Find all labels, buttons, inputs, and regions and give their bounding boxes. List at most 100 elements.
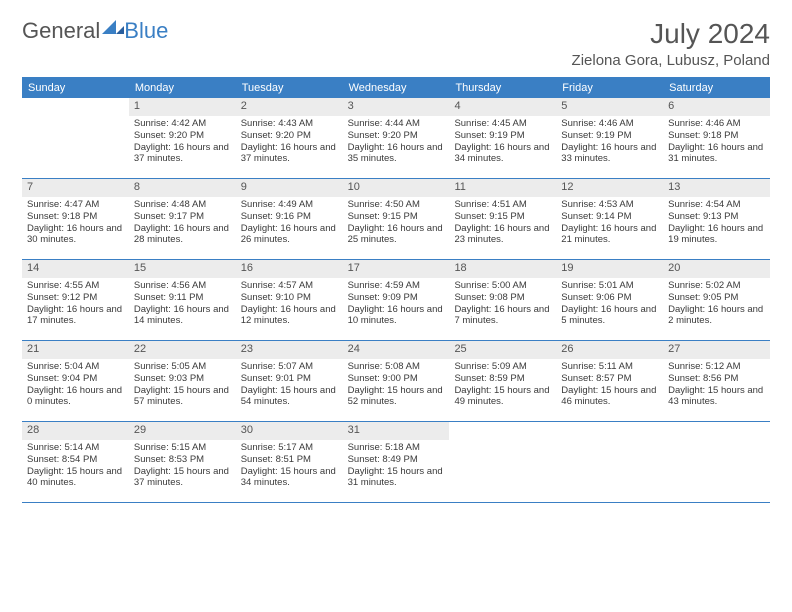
day-number: 19 [556, 260, 663, 278]
sunset-line: Sunset: 9:20 PM [241, 130, 338, 142]
sunset-line: Sunset: 8:53 PM [134, 454, 231, 466]
day-number: 16 [236, 260, 343, 278]
location-subtitle: Zielona Gora, Lubusz, Poland [572, 52, 770, 69]
month-title: July 2024 [572, 18, 770, 50]
day-of-week-header: Monday [129, 78, 236, 98]
sunset-line: Sunset: 9:06 PM [561, 292, 658, 304]
day-cell: 2Sunrise: 4:43 AMSunset: 9:20 PMDaylight… [236, 98, 343, 178]
day-body: Sunrise: 5:17 AMSunset: 8:51 PMDaylight:… [236, 440, 343, 494]
day-number: 12 [556, 179, 663, 197]
sunset-line: Sunset: 8:49 PM [348, 454, 445, 466]
day-cell [663, 422, 770, 502]
day-cell: 12Sunrise: 4:53 AMSunset: 9:14 PMDayligh… [556, 179, 663, 259]
day-number: 15 [129, 260, 236, 278]
sunset-line: Sunset: 9:01 PM [241, 373, 338, 385]
day-body: Sunrise: 5:02 AMSunset: 9:05 PMDaylight:… [663, 278, 770, 332]
day-number: 4 [449, 98, 556, 116]
day-number: 18 [449, 260, 556, 278]
sunrise-line: Sunrise: 5:11 AM [561, 361, 658, 373]
sunset-line: Sunset: 9:19 PM [561, 130, 658, 142]
sunrise-line: Sunrise: 4:57 AM [241, 280, 338, 292]
sunrise-line: Sunrise: 5:15 AM [134, 442, 231, 454]
sunrise-line: Sunrise: 5:12 AM [668, 361, 765, 373]
day-number: 14 [22, 260, 129, 278]
sunrise-line: Sunrise: 4:46 AM [668, 118, 765, 130]
day-body: Sunrise: 4:50 AMSunset: 9:15 PMDaylight:… [343, 197, 450, 251]
day-body: Sunrise: 5:00 AMSunset: 9:08 PMDaylight:… [449, 278, 556, 332]
day-cell: 22Sunrise: 5:05 AMSunset: 9:03 PMDayligh… [129, 341, 236, 421]
day-number: 10 [343, 179, 450, 197]
day-number: 3 [343, 98, 450, 116]
day-of-week-header: Tuesday [236, 78, 343, 98]
daylight-line: Daylight: 15 hours and 57 minutes. [134, 385, 231, 409]
logo-triangle-icon [102, 20, 124, 34]
day-number: 6 [663, 98, 770, 116]
day-cell: 31Sunrise: 5:18 AMSunset: 8:49 PMDayligh… [343, 422, 450, 502]
day-cell: 20Sunrise: 5:02 AMSunset: 9:05 PMDayligh… [663, 260, 770, 340]
sunrise-line: Sunrise: 4:47 AM [27, 199, 124, 211]
day-cell: 25Sunrise: 5:09 AMSunset: 8:59 PMDayligh… [449, 341, 556, 421]
day-body: Sunrise: 5:14 AMSunset: 8:54 PMDaylight:… [22, 440, 129, 494]
sunset-line: Sunset: 8:56 PM [668, 373, 765, 385]
day-number: 13 [663, 179, 770, 197]
daylight-line: Daylight: 16 hours and 2 minutes. [668, 304, 765, 328]
day-of-week-header: Saturday [663, 78, 770, 98]
day-body: Sunrise: 5:12 AMSunset: 8:56 PMDaylight:… [663, 359, 770, 413]
day-cell: 29Sunrise: 5:15 AMSunset: 8:53 PMDayligh… [129, 422, 236, 502]
daylight-line: Daylight: 16 hours and 35 minutes. [348, 142, 445, 166]
day-body: Sunrise: 4:48 AMSunset: 9:17 PMDaylight:… [129, 197, 236, 251]
daylight-line: Daylight: 16 hours and 25 minutes. [348, 223, 445, 247]
daylight-line: Daylight: 16 hours and 5 minutes. [561, 304, 658, 328]
sunset-line: Sunset: 9:18 PM [668, 130, 765, 142]
day-body: Sunrise: 5:04 AMSunset: 9:04 PMDaylight:… [22, 359, 129, 413]
sunrise-line: Sunrise: 4:45 AM [454, 118, 551, 130]
sunrise-line: Sunrise: 5:09 AM [454, 361, 551, 373]
day-cell [449, 422, 556, 502]
day-body: Sunrise: 4:54 AMSunset: 9:13 PMDaylight:… [663, 197, 770, 251]
daylight-line: Daylight: 15 hours and 37 minutes. [134, 466, 231, 490]
weeks-container: 1Sunrise: 4:42 AMSunset: 9:20 PMDaylight… [22, 98, 770, 502]
sunset-line: Sunset: 8:51 PM [241, 454, 338, 466]
sunset-line: Sunset: 9:11 PM [134, 292, 231, 304]
day-number: 31 [343, 422, 450, 440]
day-body: Sunrise: 4:51 AMSunset: 9:15 PMDaylight:… [449, 197, 556, 251]
daylight-line: Daylight: 16 hours and 12 minutes. [241, 304, 338, 328]
day-number: 25 [449, 341, 556, 359]
day-cell: 9Sunrise: 4:49 AMSunset: 9:16 PMDaylight… [236, 179, 343, 259]
day-cell: 27Sunrise: 5:12 AMSunset: 8:56 PMDayligh… [663, 341, 770, 421]
daylight-line: Daylight: 16 hours and 37 minutes. [134, 142, 231, 166]
sunset-line: Sunset: 9:20 PM [134, 130, 231, 142]
title-block: July 2024 Zielona Gora, Lubusz, Poland [572, 18, 770, 69]
day-body: Sunrise: 5:18 AMSunset: 8:49 PMDaylight:… [343, 440, 450, 494]
day-number: 21 [22, 341, 129, 359]
logo-word-1: General [22, 18, 100, 44]
day-body: Sunrise: 5:09 AMSunset: 8:59 PMDaylight:… [449, 359, 556, 413]
day-of-week-header: Thursday [449, 78, 556, 98]
sunrise-line: Sunrise: 4:49 AM [241, 199, 338, 211]
logo-word-2: Blue [124, 18, 168, 44]
daylight-line: Daylight: 15 hours and 43 minutes. [668, 385, 765, 409]
day-body: Sunrise: 5:08 AMSunset: 9:00 PMDaylight:… [343, 359, 450, 413]
daylight-line: Daylight: 15 hours and 40 minutes. [27, 466, 124, 490]
sunset-line: Sunset: 9:20 PM [348, 130, 445, 142]
sunset-line: Sunset: 9:10 PM [241, 292, 338, 304]
day-cell: 13Sunrise: 4:54 AMSunset: 9:13 PMDayligh… [663, 179, 770, 259]
sunset-line: Sunset: 9:15 PM [454, 211, 551, 223]
sunrise-line: Sunrise: 5:14 AM [27, 442, 124, 454]
day-cell: 24Sunrise: 5:08 AMSunset: 9:00 PMDayligh… [343, 341, 450, 421]
day-cell: 3Sunrise: 4:44 AMSunset: 9:20 PMDaylight… [343, 98, 450, 178]
sunrise-line: Sunrise: 4:51 AM [454, 199, 551, 211]
day-body: Sunrise: 4:59 AMSunset: 9:09 PMDaylight:… [343, 278, 450, 332]
sunrise-line: Sunrise: 5:18 AM [348, 442, 445, 454]
daylight-line: Daylight: 15 hours and 52 minutes. [348, 385, 445, 409]
day-cell: 7Sunrise: 4:47 AMSunset: 9:18 PMDaylight… [22, 179, 129, 259]
daylight-line: Daylight: 15 hours and 46 minutes. [561, 385, 658, 409]
daylight-line: Daylight: 16 hours and 26 minutes. [241, 223, 338, 247]
sunset-line: Sunset: 9:14 PM [561, 211, 658, 223]
day-number: 2 [236, 98, 343, 116]
daylight-line: Daylight: 16 hours and 33 minutes. [561, 142, 658, 166]
header: General Blue July 2024 Zielona Gora, Lub… [22, 18, 770, 69]
day-number: 28 [22, 422, 129, 440]
day-number: 7 [22, 179, 129, 197]
daylight-line: Daylight: 16 hours and 17 minutes. [27, 304, 124, 328]
